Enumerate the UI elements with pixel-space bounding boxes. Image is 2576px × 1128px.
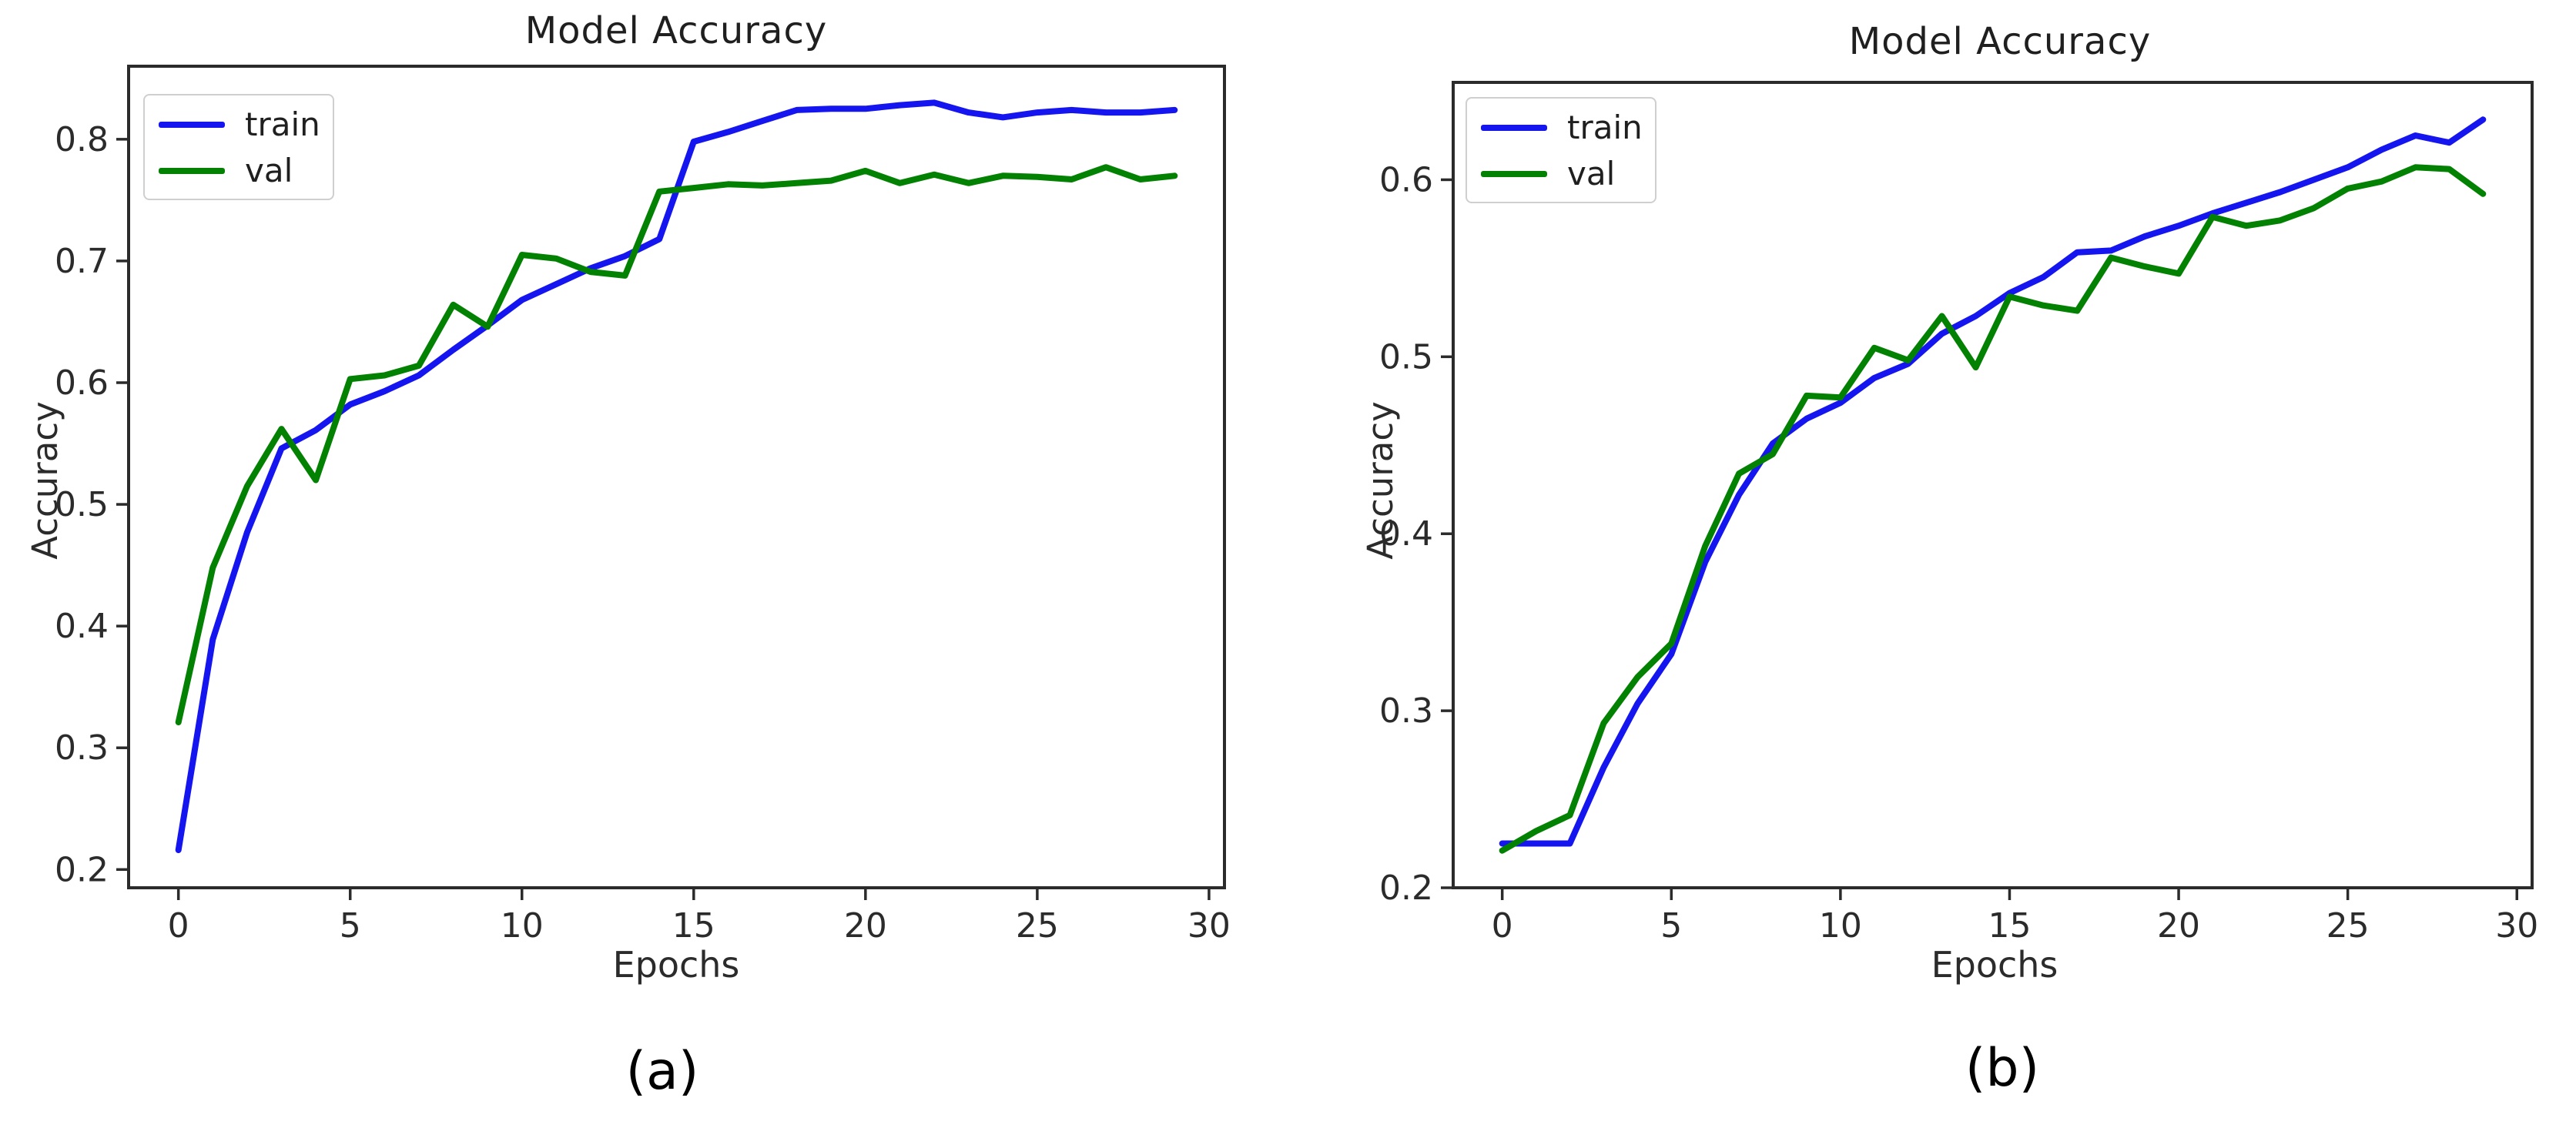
chart-a-title: Model Accuracy: [524, 9, 828, 52]
x-tick-label: 10: [501, 906, 544, 946]
val-line: [1499, 164, 2487, 854]
x-tick-label: 20: [2157, 906, 2200, 946]
chart-b-plot-area: 0 5 10 15 20 25 30 0.2 0.3 0.4 0.5 0.6: [1379, 81, 2538, 946]
x-tick-label: 5: [340, 906, 361, 946]
legend-label-val: val: [1567, 155, 1616, 192]
x-tick-label: 15: [672, 906, 715, 946]
val-line: [175, 164, 1178, 725]
chart-b-container: Model Accuracy Accuracy 0 5 10 15 20 25 30 0.2 0…: [1288, 0, 2576, 1128]
y-tick-label: 0.4: [1379, 514, 1433, 554]
legend-label-val: val: [245, 152, 293, 189]
x-tick-label: 30: [1188, 906, 1231, 946]
y-tick-label: 0.5: [55, 485, 109, 524]
chart-b-legend: train val: [1466, 97, 1656, 203]
chart-a-container: Model Accuracy Accuracy 0 5 10 15 20 25 30 0.2 0…: [25, 9, 1231, 1102]
chart-a-x-axis-label: Epochs: [612, 944, 740, 986]
y-tick-label: 0.3: [1379, 691, 1433, 731]
val-line-swatch: [1481, 171, 1547, 177]
val-line-swatch: [159, 168, 225, 174]
chart-b-title: Model Accuracy: [1848, 20, 2152, 63]
x-tick-label: 25: [2326, 906, 2370, 946]
axes-frame: [1452, 81, 2534, 889]
chart-a-legend: train val: [143, 94, 334, 200]
y-tick-label: 0.3: [55, 728, 109, 768]
x-tick-label: 5: [1660, 906, 1682, 946]
y-tick-label: 0.6: [1379, 160, 1433, 199]
caption-a: (a): [625, 1041, 699, 1102]
y-tick-label: 0.7: [55, 242, 109, 281]
train-line-swatch: [159, 122, 225, 128]
x-tick-label: 0: [1492, 906, 1513, 946]
x-tick-label: 20: [844, 906, 887, 946]
x-tick-label: 0: [168, 906, 189, 946]
train-line-swatch: [1481, 125, 1547, 131]
y-tick-label: 0.5: [1379, 337, 1433, 377]
train-line: [1499, 116, 2487, 847]
legend-label-train: train: [245, 105, 320, 143]
y-tick-label: 0.8: [55, 120, 109, 159]
caption-b: (b): [1965, 1038, 2040, 1099]
x-tick-label: 10: [1819, 906, 1862, 946]
legend-item-val: val: [159, 152, 319, 189]
legend-item-val: val: [1481, 156, 1641, 192]
x-tick-label: 30: [2495, 906, 2538, 946]
x-tick-label: 15: [1988, 906, 2031, 946]
axes-frame: [127, 65, 1226, 889]
y-tick-label: 0.6: [55, 363, 109, 403]
chart-b-x-axis-label: Epochs: [1931, 944, 2058, 986]
train-line: [175, 99, 1178, 853]
legend-label-train: train: [1567, 109, 1643, 146]
y-tick-label: 0.4: [55, 607, 109, 646]
y-tick-label: 0.2: [55, 850, 109, 889]
chart-a-plot-area: 0 5 10 15 20 25 30 0.2 0.3 0.4 0.5 0.6 0.7 0.8: [55, 65, 1231, 946]
legend-item-train: train: [1481, 109, 1643, 146]
y-tick-label: 0.2: [1379, 869, 1433, 908]
x-tick-label: 25: [1016, 906, 1059, 946]
legend-item-train: train: [159, 105, 320, 143]
